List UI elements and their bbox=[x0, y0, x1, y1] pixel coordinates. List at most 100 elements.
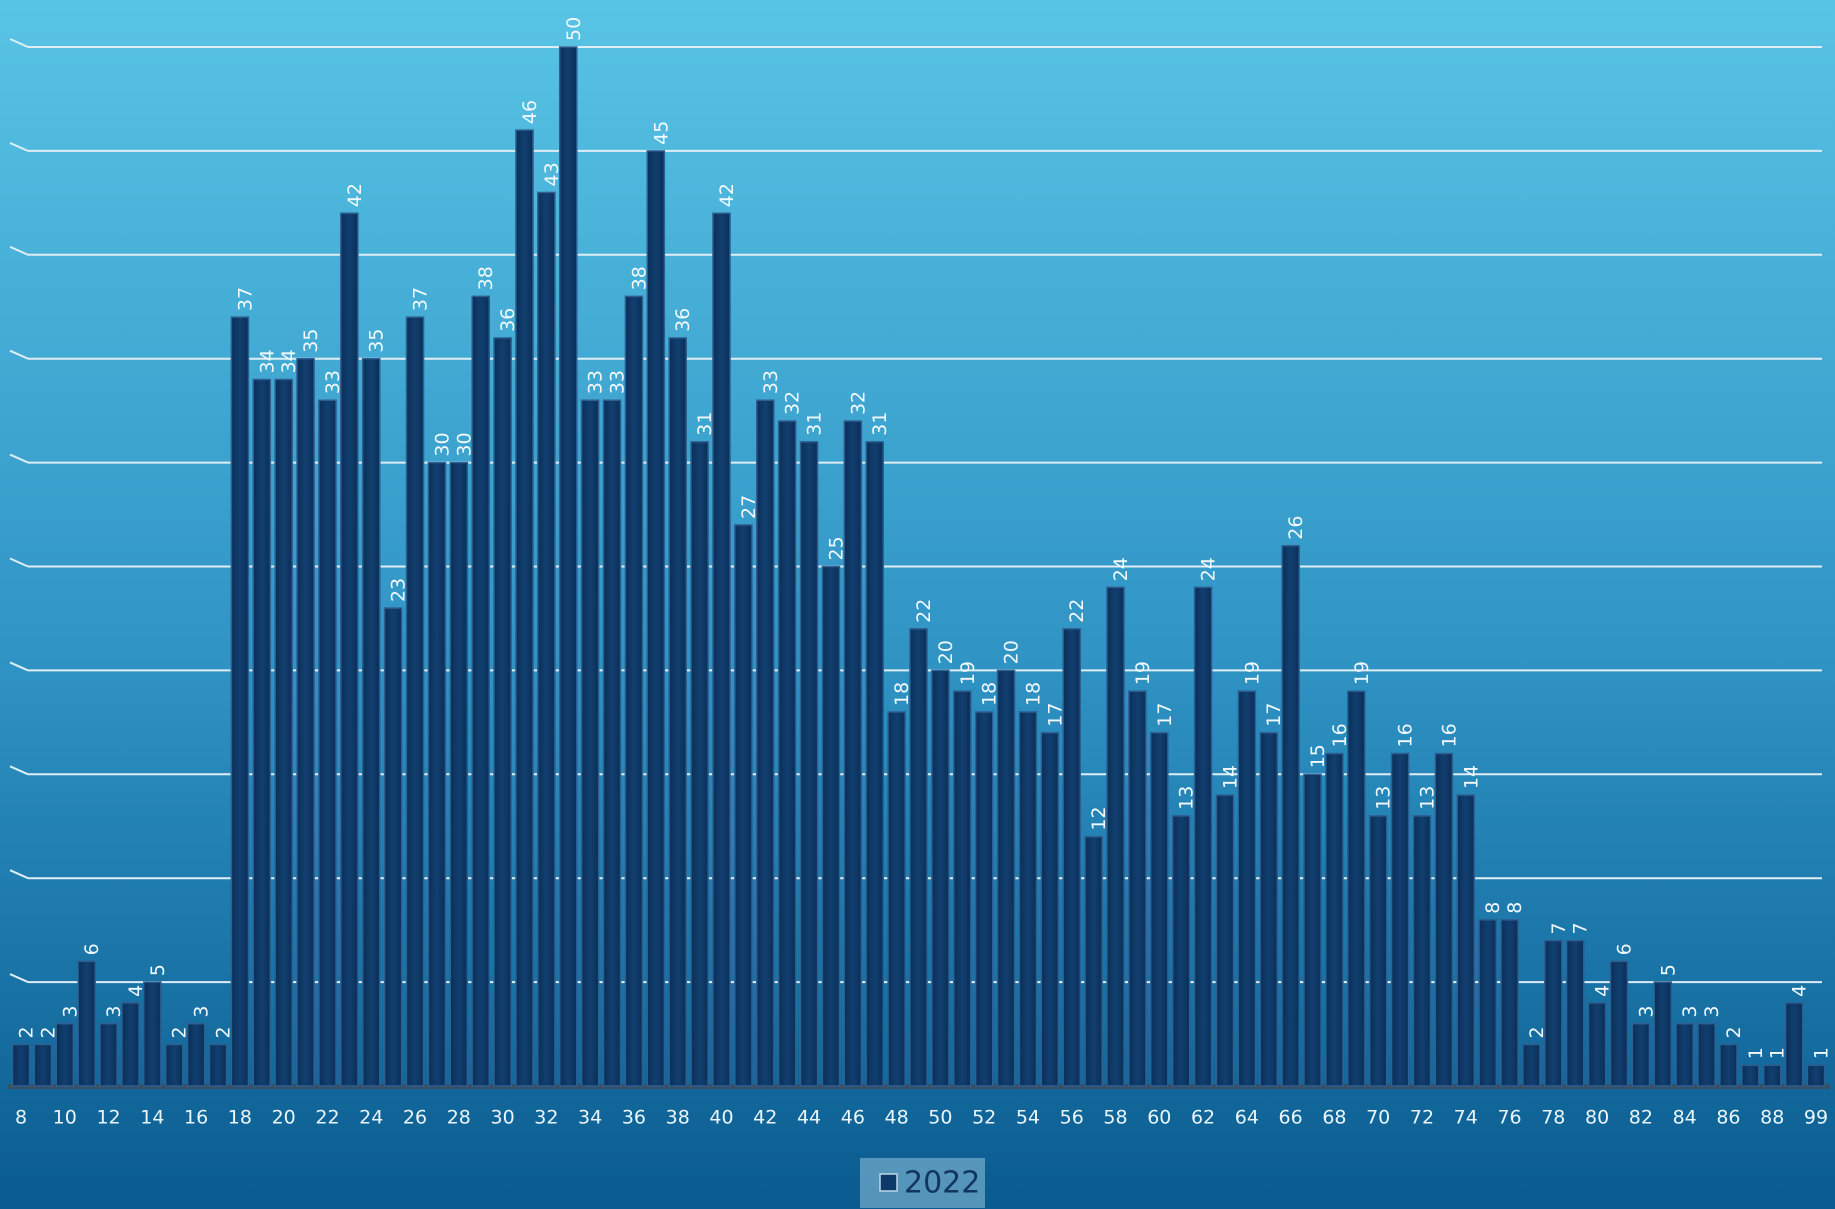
value-label: 16 bbox=[1438, 723, 1460, 747]
value-label: 12 bbox=[1088, 806, 1110, 830]
bar bbox=[558, 46, 578, 1087]
bar bbox=[318, 399, 337, 1087]
bar bbox=[1741, 1064, 1760, 1087]
value-label: 20 bbox=[935, 640, 957, 664]
value-label: 13 bbox=[1176, 786, 1198, 810]
x-tick-label: 40 bbox=[709, 1107, 733, 1129]
value-label: 6 bbox=[1613, 943, 1635, 955]
value-label: 31 bbox=[804, 412, 826, 436]
bar bbox=[952, 690, 972, 1087]
bar bbox=[821, 565, 841, 1087]
value-label: 1 bbox=[1811, 1047, 1833, 1059]
x-tick-label: 82 bbox=[1629, 1107, 1653, 1129]
grid-stub bbox=[9, 661, 29, 672]
value-label: 8 bbox=[1482, 902, 1504, 914]
x-tick-label: 52 bbox=[972, 1107, 996, 1129]
value-label: 13 bbox=[1373, 786, 1395, 810]
value-label: 42 bbox=[716, 183, 738, 207]
value-label: 5 bbox=[147, 964, 169, 976]
value-label: 22 bbox=[913, 599, 935, 623]
x-tick-label: 74 bbox=[1454, 1107, 1478, 1129]
bar bbox=[230, 316, 250, 1087]
value-label: 17 bbox=[1044, 703, 1066, 727]
bar bbox=[1390, 752, 1410, 1087]
bar bbox=[1237, 690, 1257, 1087]
grid-stub bbox=[9, 38, 29, 48]
grid-stub bbox=[9, 245, 29, 256]
value-label: 16 bbox=[1329, 723, 1351, 747]
x-tick-label: 70 bbox=[1366, 1107, 1390, 1129]
bar bbox=[1500, 919, 1519, 1087]
value-label: 31 bbox=[869, 412, 891, 436]
bar bbox=[186, 1022, 206, 1087]
value-label: 13 bbox=[1416, 786, 1438, 810]
bar bbox=[252, 378, 272, 1087]
bar bbox=[537, 191, 556, 1087]
value-label: 27 bbox=[738, 495, 760, 519]
x-tick-label: 48 bbox=[885, 1107, 909, 1129]
x-tick-label: 14 bbox=[140, 1107, 164, 1129]
bar bbox=[1697, 1022, 1716, 1087]
x-tick-label: 44 bbox=[797, 1107, 821, 1129]
value-label: 37 bbox=[234, 287, 256, 311]
value-label: 34 bbox=[278, 349, 300, 373]
value-label: 3 bbox=[1679, 1006, 1701, 1018]
x-tick-label: 24 bbox=[359, 1107, 383, 1129]
bar bbox=[405, 316, 425, 1087]
bar bbox=[340, 212, 359, 1087]
x-tick-label: 68 bbox=[1322, 1107, 1346, 1129]
bar bbox=[931, 669, 950, 1087]
value-label: 5 bbox=[1657, 964, 1679, 976]
bar bbox=[909, 628, 928, 1087]
x-tick-label: 16 bbox=[184, 1107, 208, 1129]
value-label: 15 bbox=[1307, 744, 1329, 768]
bar bbox=[1544, 939, 1563, 1087]
value-label: 31 bbox=[694, 412, 716, 436]
x-tick-label: 78 bbox=[1541, 1107, 1565, 1129]
bar bbox=[1128, 690, 1147, 1087]
value-label: 7 bbox=[1570, 922, 1592, 934]
value-label: 38 bbox=[475, 266, 497, 290]
x-tick-label: 42 bbox=[753, 1107, 777, 1129]
value-label: 18 bbox=[979, 682, 1001, 706]
value-label: 24 bbox=[1110, 557, 1132, 581]
value-label: 2 bbox=[169, 1026, 191, 1038]
x-tick-label: 80 bbox=[1585, 1107, 1609, 1129]
value-label: 32 bbox=[847, 391, 869, 415]
bar bbox=[1040, 731, 1060, 1087]
bar bbox=[1456, 794, 1476, 1087]
bar bbox=[1609, 960, 1629, 1087]
bar bbox=[164, 1043, 184, 1087]
value-label: 25 bbox=[825, 536, 847, 560]
x-tick-label: 30 bbox=[490, 1107, 514, 1129]
x-tick-label: 88 bbox=[1760, 1107, 1784, 1129]
bar bbox=[1675, 1022, 1694, 1087]
value-label: 18 bbox=[1022, 682, 1044, 706]
grid-stub bbox=[9, 453, 29, 464]
x-tick-label: 86 bbox=[1716, 1107, 1740, 1129]
bar bbox=[1150, 731, 1169, 1087]
bar bbox=[33, 1043, 53, 1087]
legend-label: 2022 bbox=[904, 1166, 980, 1201]
bar bbox=[274, 378, 293, 1087]
value-label: 1 bbox=[1745, 1047, 1767, 1059]
value-label: 14 bbox=[1460, 765, 1482, 789]
bar bbox=[1719, 1043, 1738, 1087]
bar bbox=[1062, 628, 1082, 1087]
value-label: 19 bbox=[1351, 661, 1373, 685]
grid-stub bbox=[9, 141, 29, 152]
bar bbox=[1762, 1064, 1782, 1087]
bar bbox=[1522, 1043, 1541, 1087]
bar bbox=[1325, 752, 1344, 1087]
value-label: 32 bbox=[782, 391, 804, 415]
bar bbox=[99, 1022, 118, 1087]
value-label: 2 bbox=[213, 1026, 235, 1038]
bar bbox=[1215, 794, 1235, 1087]
value-label: 17 bbox=[1263, 703, 1285, 727]
value-label: 46 bbox=[519, 100, 541, 124]
value-label: 38 bbox=[628, 266, 650, 290]
x-tick-label: 28 bbox=[447, 1107, 471, 1129]
bar bbox=[580, 399, 600, 1087]
value-label: 19 bbox=[1132, 661, 1154, 685]
